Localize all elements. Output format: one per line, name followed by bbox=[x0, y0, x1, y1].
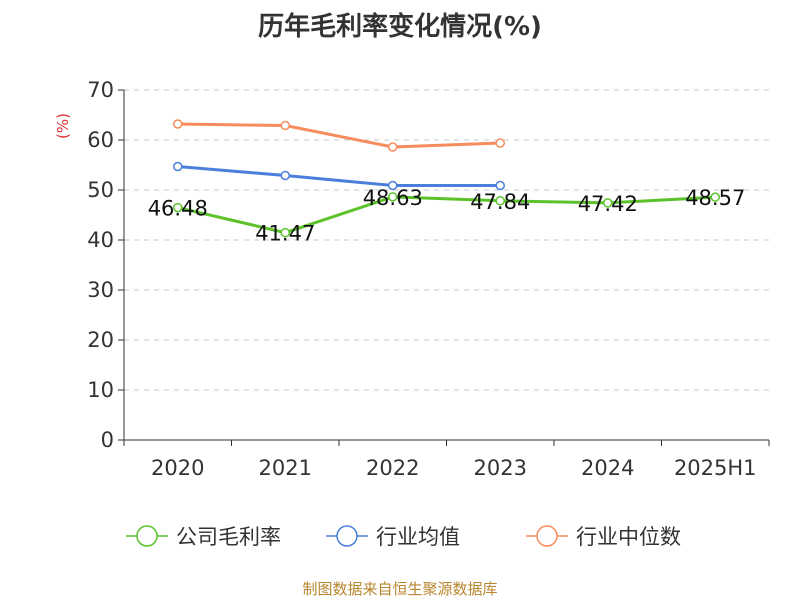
x-tick-label: 2020 bbox=[151, 456, 204, 480]
data-point bbox=[388, 180, 398, 191]
legend-label: 行业中位数 bbox=[576, 525, 681, 549]
legend-marker bbox=[536, 525, 558, 547]
y-tick-label: 70 bbox=[87, 78, 114, 102]
data-label: 46.48 bbox=[148, 197, 208, 221]
data-source-note: 制图数据来自恒生聚源数据库 bbox=[302, 580, 498, 598]
series-line bbox=[177, 122, 501, 149]
y-tick-label: 50 bbox=[87, 178, 114, 202]
data-point bbox=[173, 161, 183, 172]
legend-item[interactable]: 行业均值 bbox=[326, 525, 460, 549]
data-labels: 46.48 41.47 48.63 47.84 47.42 48.57 bbox=[148, 186, 746, 246]
data-point bbox=[603, 198, 613, 208]
chart-title: 历年毛利率变化情况(%) bbox=[258, 12, 542, 42]
x-tick-label: 2024 bbox=[581, 456, 634, 480]
gridlines bbox=[124, 89, 769, 391]
data-point bbox=[495, 180, 505, 191]
y-tick-label: 60 bbox=[87, 128, 114, 152]
y-axis-label: (%) bbox=[54, 113, 72, 139]
data-point bbox=[388, 192, 398, 202]
data-label: 47.84 bbox=[470, 190, 530, 214]
data-point bbox=[710, 192, 720, 202]
data-point bbox=[280, 120, 290, 131]
y-tick-label: 20 bbox=[87, 328, 114, 352]
data-point bbox=[280, 170, 290, 181]
y-axis: 0 10 20 30 40 50 60 70 bbox=[87, 78, 125, 452]
x-tick-label: 2023 bbox=[474, 456, 527, 480]
data-label: 41.47 bbox=[255, 222, 315, 246]
legend-item[interactable]: 公司毛利率 bbox=[126, 525, 281, 549]
legend-marker bbox=[336, 525, 358, 547]
legend-item[interactable]: 行业中位数 bbox=[526, 525, 681, 549]
x-tick-label: 2025H1 bbox=[674, 456, 757, 480]
legend: 公司毛利率 行业均值 行业中位数 bbox=[126, 525, 681, 549]
series-lines bbox=[173, 119, 720, 238]
legend-label: 公司毛利率 bbox=[176, 525, 281, 549]
data-point bbox=[280, 227, 290, 238]
x-axis: 2020 2021 2022 2023 2024 2025H1 bbox=[123, 439, 770, 480]
data-point bbox=[495, 196, 505, 206]
data-point bbox=[173, 202, 183, 213]
series-2 bbox=[173, 119, 505, 152]
data-point bbox=[495, 138, 505, 148]
y-tick-label: 40 bbox=[87, 228, 114, 252]
y-tick-label: 30 bbox=[87, 278, 114, 302]
x-tick-label: 2021 bbox=[259, 456, 312, 480]
data-point bbox=[173, 119, 183, 129]
series-0 bbox=[173, 192, 720, 238]
series-line bbox=[177, 165, 501, 187]
data-label: 48.63 bbox=[363, 186, 423, 210]
data-point bbox=[388, 142, 398, 152]
data-label: 48.57 bbox=[685, 186, 745, 210]
series-1 bbox=[173, 161, 505, 191]
y-tick-label: 0 bbox=[101, 428, 114, 452]
series-line bbox=[177, 195, 716, 235]
data-label: 47.42 bbox=[578, 192, 638, 216]
legend-marker bbox=[136, 525, 158, 547]
legend-label: 行业均值 bbox=[376, 525, 460, 549]
x-tick-label: 2022 bbox=[366, 456, 419, 480]
y-tick-label: 10 bbox=[87, 378, 114, 402]
